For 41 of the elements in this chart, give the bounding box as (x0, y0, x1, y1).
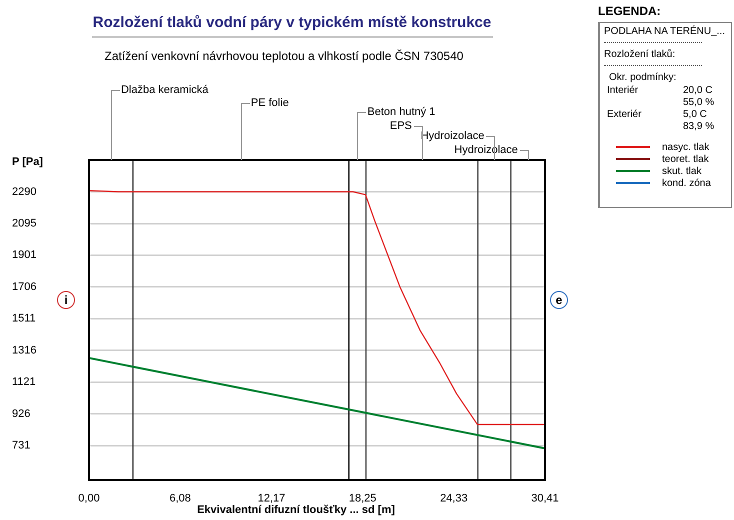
x-tick-label: 0,00 (78, 492, 100, 505)
legend-label: teoret. tlak (662, 154, 709, 164)
y-axis-title: P [Pa] (12, 156, 44, 168)
y-tick-label: 1316 (12, 344, 36, 356)
text: Beton hutný 1 (367, 106, 436, 118)
chart-title: Rozložení tlaků vodní páry v typickém místě konstrukce (92, 14, 492, 31)
text: Hydroizolace (454, 144, 518, 156)
y-tick-label: 1706 (12, 280, 36, 293)
legend-label: nasyc. tlak (662, 142, 710, 152)
x-tick-label: 24,33 (440, 492, 468, 505)
text: e (550, 291, 568, 309)
legend-title: LEGENDA: (598, 4, 661, 18)
text: i (57, 291, 75, 309)
y-tick-label: 1901 (12, 249, 36, 262)
x-axis-title: Ekvivalentní difuzní tloušťky ... sd [m] (197, 504, 396, 516)
text: Dlažba keramická (120, 84, 210, 96)
text: PODLAHA NA TERÉNU_... (604, 26, 726, 39)
chart-subtitle: Zatížení venkovní návrhovou teplotou a vlhkostí podle ČSN 730540 (104, 49, 464, 63)
y-tick-label: 2290 (12, 186, 36, 198)
x-tick-label: 18,25 (348, 492, 376, 505)
text: Interiér (606, 85, 640, 97)
y-tick-label: 731 (12, 440, 30, 452)
text: 83,9 % (683, 121, 714, 133)
legend-label: skut. tlak (662, 166, 702, 176)
text: 5,0 C (683, 109, 707, 121)
text: 20,0 C (683, 85, 712, 97)
text: 55,0 % (683, 97, 714, 109)
x-tick-label: 12,17 (258, 492, 286, 505)
text: PE folie (250, 97, 289, 110)
text: Okr. podmínky: (608, 72, 678, 85)
legend-label: kond. zóna (662, 178, 711, 188)
y-tick-label: 2095 (12, 218, 36, 230)
text: EPS (390, 120, 412, 132)
y-tick-label: 1511 (12, 312, 36, 325)
text: Rozložení tlaků: (604, 49, 676, 62)
text: Hydroizolace (420, 130, 484, 142)
x-tick-label: 6,08 (169, 492, 191, 505)
x-tick-label: 30,41 (531, 492, 559, 505)
text: Exteriér (606, 109, 642, 121)
y-tick-label: 1121 (12, 376, 36, 388)
y-tick-label: 926 (12, 408, 30, 420)
